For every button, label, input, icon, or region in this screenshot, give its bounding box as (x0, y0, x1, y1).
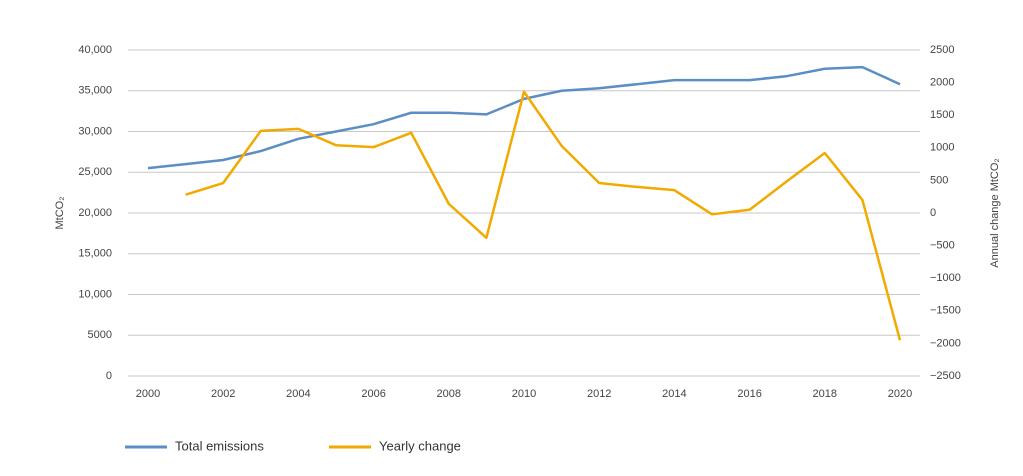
y-tick-label: 0 (106, 370, 112, 382)
x-tick-label: 2020 (888, 388, 912, 400)
y2-tick-label: 2000 (930, 77, 954, 89)
y2-tick-label: 2500 (930, 44, 954, 56)
x-tick-label: 2008 (437, 388, 461, 400)
legend-label: Yearly change (379, 438, 461, 453)
legend: Total emissions Yearly change (125, 438, 461, 453)
series-line (185, 90, 902, 341)
y2-tick-label: 500 (930, 174, 948, 186)
y-tick-label: 20,000 (78, 207, 112, 219)
y2-tick-label: −1500 (930, 305, 961, 317)
x-tick-label: 2006 (361, 388, 385, 400)
y-tick-label: 5000 (88, 329, 112, 341)
y-tick-label: 25,000 (78, 166, 112, 178)
y2-tick-label: −500 (930, 240, 955, 252)
y2-tick-label: −1000 (930, 272, 961, 284)
x-tick-label: 2018 (813, 388, 837, 400)
x-tick-label: 2012 (587, 388, 611, 400)
series-line (147, 65, 901, 170)
y2-axis-label: Annual change MtCO₂ (989, 158, 1001, 267)
y-tick-label: 15,000 (78, 248, 112, 260)
y2-tick-label: 0 (930, 207, 936, 219)
x-tick-label: 2010 (512, 388, 536, 400)
y-tick-label: 40,000 (78, 44, 112, 56)
x-tick-label: 2000 (136, 388, 160, 400)
y-tick-label: 30,000 (78, 125, 112, 137)
y-tick-label: 10,000 (78, 288, 112, 300)
y-tick-label: 35,000 (78, 85, 112, 97)
x-tick-label: 2016 (737, 388, 761, 400)
y2-tick-label: −2000 (930, 337, 961, 349)
x-tick-label: 2014 (662, 388, 686, 400)
y2-tick-label: 1500 (930, 109, 954, 121)
y2-tick-label: −2500 (930, 370, 961, 382)
y-axis-label: MtCO₂ (54, 197, 66, 230)
x-tick-label: 2004 (286, 388, 310, 400)
y2-tick-label: 1000 (930, 142, 954, 154)
legend-label: Total emissions (175, 438, 264, 453)
x-tick-label: 2002 (211, 388, 235, 400)
